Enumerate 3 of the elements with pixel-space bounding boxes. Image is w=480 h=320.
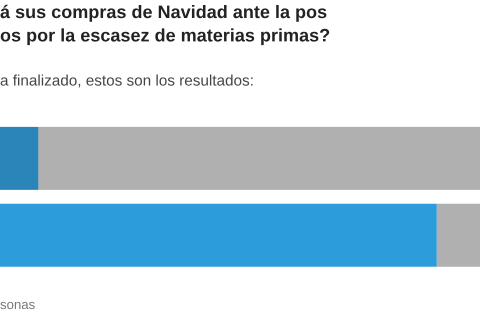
chart-subtitle: a finalizado, estos son los resultados: bbox=[0, 74, 253, 88]
chart-title: á sus compras de Navidad ante la pos os por la escasez de materias primas? bbox=[0, 4, 330, 46]
text: sonas bbox=[0, 302, 35, 310]
